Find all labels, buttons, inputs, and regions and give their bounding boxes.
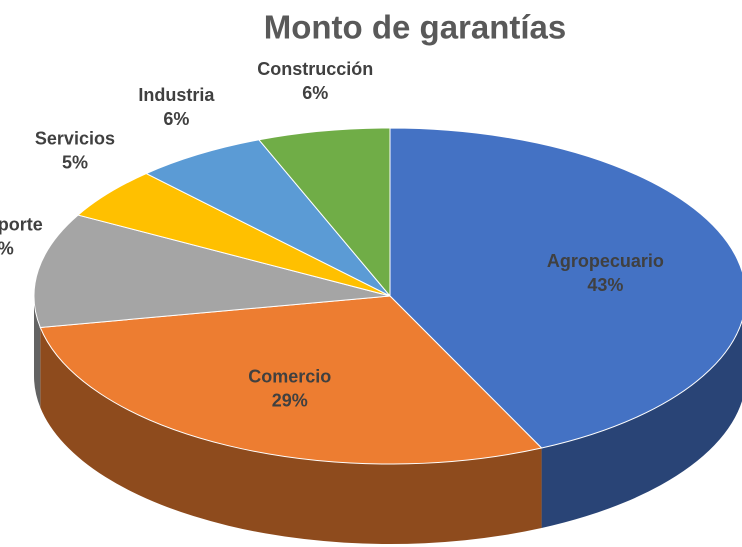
slice (258, 127, 391, 298)
data-label-name: Industria (138, 85, 215, 105)
slice (389, 127, 742, 449)
data-label-name: Agropecuario (547, 251, 664, 271)
data-label-value: 6% (302, 83, 328, 103)
data-label-value: 6% (163, 109, 189, 129)
data-label-value: 29% (272, 391, 308, 411)
slice (39, 295, 543, 465)
slice (145, 139, 391, 297)
slice-side (40, 327, 542, 544)
data-label-value: 43% (587, 275, 623, 295)
data-label-name: Construcción (257, 59, 373, 79)
data-label-name: Comercio (248, 367, 331, 387)
data-label-value: 5% (62, 152, 88, 172)
data-label-name: Servicios (35, 128, 115, 148)
slice (33, 214, 391, 329)
chart-title: Monto de garantías (264, 9, 567, 46)
data-label-value: 11% (0, 238, 14, 258)
data-label-name: Transporte (0, 214, 43, 234)
slice-side (541, 320, 742, 529)
